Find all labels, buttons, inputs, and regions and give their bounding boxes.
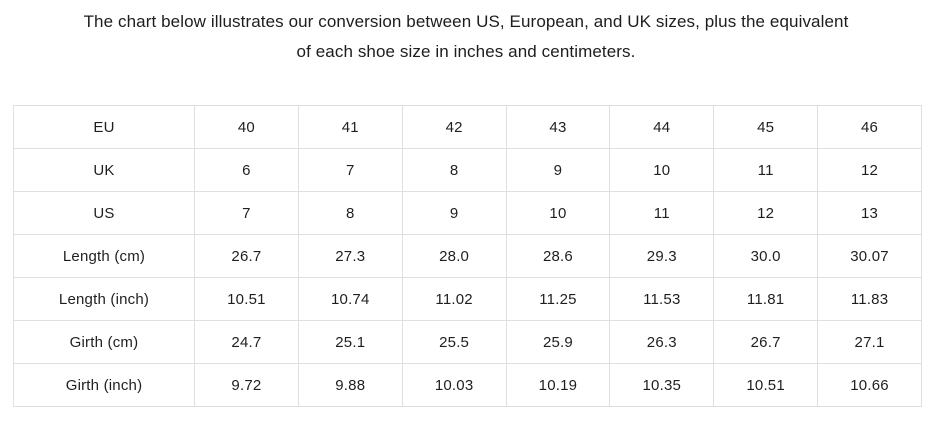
table-cell: 11 bbox=[609, 191, 715, 235]
table-cell: 10.51 bbox=[194, 277, 299, 321]
row-label: UK bbox=[13, 148, 195, 192]
table-row: UK 6 7 8 9 10 11 12 bbox=[13, 148, 922, 192]
table-cell: 10.74 bbox=[297, 277, 403, 321]
table-cell: 12 bbox=[713, 191, 819, 235]
row-label: US bbox=[13, 191, 195, 235]
table-cell: 12 bbox=[817, 148, 922, 192]
row-label: Girth (inch) bbox=[13, 363, 195, 407]
table-cell: 10 bbox=[609, 148, 715, 192]
table-cell: 30.0 bbox=[713, 234, 819, 278]
table-cell: 11.83 bbox=[817, 277, 922, 321]
table-cell: 7 bbox=[297, 148, 403, 192]
table-cell: 9 bbox=[401, 191, 507, 235]
table-row: Length (cm) 26.7 27.3 28.0 28.6 29.3 30.0 30.07 bbox=[13, 234, 922, 278]
row-label: Girth (cm) bbox=[13, 320, 195, 364]
table-cell: 11.02 bbox=[401, 277, 507, 321]
table-row: Length (inch) 10.51 10.74 11.02 11.25 11.53 11… bbox=[13, 277, 922, 321]
table-row: Girth (cm) 24.7 25.1 25.5 25.9 26.3 26.7 27.1 bbox=[13, 320, 922, 364]
table-cell: 45 bbox=[713, 105, 819, 149]
table-cell: 40 bbox=[194, 105, 299, 149]
table-cell: 41 bbox=[297, 105, 403, 149]
table-cell: 9.72 bbox=[194, 363, 299, 407]
row-label: Length (cm) bbox=[13, 234, 195, 278]
table-cell: 43 bbox=[505, 105, 611, 149]
table-cell: 27.1 bbox=[817, 320, 922, 364]
table-cell: 10.51 bbox=[713, 363, 819, 407]
table-row: Girth (inch) 9.72 9.88 10.03 10.19 10.35 10.51… bbox=[13, 363, 922, 407]
table-cell: 42 bbox=[401, 105, 507, 149]
table-cell: 25.1 bbox=[297, 320, 403, 364]
table-cell: 11.81 bbox=[713, 277, 819, 321]
page-title-line-2: of each shoe size in inches and centimet… bbox=[296, 42, 636, 61]
table-cell: 10.03 bbox=[401, 363, 507, 407]
row-label: Length (inch) bbox=[13, 277, 195, 321]
table-cell: 6 bbox=[194, 148, 299, 192]
table-cell: 10 bbox=[505, 191, 611, 235]
table-cell: 9 bbox=[505, 148, 611, 192]
table-cell: 26.7 bbox=[713, 320, 819, 364]
table-cell: 11.25 bbox=[505, 277, 611, 321]
page-title-line-1: The chart below illustrates our conversi… bbox=[83, 12, 849, 31]
table-cell: 8 bbox=[297, 191, 403, 235]
table-cell: 29.3 bbox=[609, 234, 715, 278]
table-cell: 7 bbox=[194, 191, 299, 235]
table-row: US 7 8 9 10 11 12 13 bbox=[13, 191, 922, 235]
table-cell: 28.0 bbox=[401, 234, 507, 278]
table-cell: 25.5 bbox=[401, 320, 507, 364]
table-cell: 30.07 bbox=[817, 234, 922, 278]
table-cell: 11.53 bbox=[609, 277, 715, 321]
table-cell: 25.9 bbox=[505, 320, 611, 364]
table-cell: 10.35 bbox=[609, 363, 715, 407]
table-cell: 26.7 bbox=[194, 234, 299, 278]
row-label: EU bbox=[13, 105, 195, 149]
table-row: EU 40 41 42 43 44 45 46 bbox=[13, 105, 922, 149]
page-title: The chart below illustrates our conversi… bbox=[0, 0, 932, 67]
table-cell: 26.3 bbox=[609, 320, 715, 364]
table-cell: 24.7 bbox=[194, 320, 299, 364]
table-cell: 9.88 bbox=[297, 363, 403, 407]
table-cell: 11 bbox=[713, 148, 819, 192]
table-cell: 13 bbox=[817, 191, 922, 235]
table-cell: 28.6 bbox=[505, 234, 611, 278]
table-cell: 10.66 bbox=[817, 363, 922, 407]
table-cell: 10.19 bbox=[505, 363, 611, 407]
table-cell: 27.3 bbox=[297, 234, 403, 278]
table-cell: 8 bbox=[401, 148, 507, 192]
table-cell: 44 bbox=[609, 105, 715, 149]
table-cell: 46 bbox=[817, 105, 922, 149]
size-table-body: EU 40 41 42 43 44 45 46 UK 6 7 8 9 10 11 12 US 7 8 9 10 11 12 1… bbox=[13, 105, 922, 407]
size-chart-table: EU 40 41 42 43 44 45 46 UK 6 7 8 9 10 11 12 US 7 8 9 10 11 12 1… bbox=[13, 105, 922, 407]
